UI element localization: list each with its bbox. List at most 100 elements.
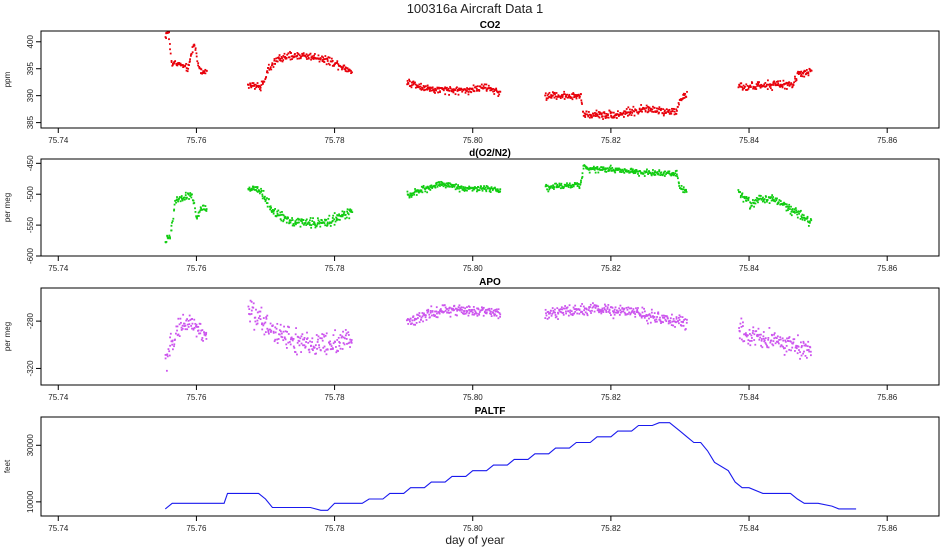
data-point bbox=[657, 311, 660, 314]
data-point bbox=[178, 323, 181, 326]
data-point bbox=[544, 308, 547, 311]
data-point bbox=[680, 98, 683, 101]
data-point bbox=[284, 338, 287, 341]
data-point bbox=[307, 54, 310, 57]
data-point bbox=[426, 86, 429, 89]
data-point bbox=[430, 186, 432, 188]
data-point bbox=[445, 182, 448, 185]
data-point bbox=[788, 203, 791, 206]
data-point bbox=[416, 313, 419, 316]
data-point bbox=[485, 88, 488, 91]
data-point bbox=[552, 92, 555, 95]
data-point bbox=[495, 314, 498, 317]
data-point bbox=[275, 60, 278, 62]
data-point bbox=[256, 82, 259, 84]
data-point bbox=[182, 313, 185, 316]
data-point bbox=[288, 221, 291, 223]
data-point bbox=[420, 316, 423, 319]
data-point bbox=[407, 323, 410, 325]
data-point bbox=[622, 310, 625, 313]
data-point bbox=[608, 169, 611, 172]
data-point bbox=[280, 213, 283, 216]
data-point bbox=[617, 310, 620, 313]
data-point bbox=[201, 329, 204, 331]
data-point bbox=[598, 167, 601, 170]
data-point bbox=[256, 319, 259, 322]
data-point bbox=[276, 342, 279, 344]
data-point bbox=[460, 88, 463, 91]
data-point bbox=[774, 200, 777, 203]
data-point bbox=[468, 185, 471, 188]
data-point bbox=[804, 343, 807, 346]
data-point bbox=[762, 199, 765, 202]
data-point bbox=[321, 219, 323, 222]
data-point bbox=[279, 323, 282, 326]
data-point bbox=[554, 93, 556, 96]
data-point bbox=[779, 85, 782, 88]
data-point bbox=[167, 236, 170, 239]
data-point bbox=[338, 341, 341, 344]
data-point bbox=[330, 57, 333, 60]
data-point bbox=[285, 57, 288, 59]
data-point bbox=[171, 220, 174, 222]
data-point bbox=[427, 87, 430, 90]
data-point bbox=[661, 316, 664, 319]
data-point bbox=[485, 190, 488, 193]
data-point bbox=[599, 309, 602, 311]
data-point bbox=[496, 189, 499, 192]
data-point bbox=[579, 305, 582, 308]
data-point bbox=[619, 304, 622, 307]
data-point bbox=[197, 329, 200, 332]
data-point bbox=[498, 93, 501, 96]
data-point bbox=[593, 304, 596, 307]
data-point bbox=[803, 71, 805, 73]
plot-frame bbox=[40, 158, 940, 257]
data-point bbox=[191, 318, 194, 320]
data-point bbox=[319, 221, 322, 224]
data-point bbox=[472, 186, 475, 189]
data-point bbox=[283, 336, 286, 339]
x-tick-label: 75.86 bbox=[877, 393, 898, 402]
data-point bbox=[249, 189, 252, 192]
data-point bbox=[294, 220, 297, 223]
data-point bbox=[477, 308, 480, 311]
data-point bbox=[348, 217, 351, 220]
data-point bbox=[316, 223, 319, 226]
data-point bbox=[345, 338, 348, 340]
data-point bbox=[475, 87, 478, 90]
data-point bbox=[279, 57, 282, 60]
data-point bbox=[612, 115, 615, 118]
data-point bbox=[282, 339, 285, 342]
data-point bbox=[757, 82, 760, 85]
data-point bbox=[287, 325, 289, 328]
data-point bbox=[614, 306, 617, 309]
data-point bbox=[800, 346, 803, 349]
data-point bbox=[421, 312, 424, 314]
data-point bbox=[464, 88, 467, 91]
data-point bbox=[427, 186, 430, 189]
data-point bbox=[183, 198, 186, 201]
data-point bbox=[494, 188, 497, 191]
data-point bbox=[796, 345, 799, 347]
data-point bbox=[625, 313, 628, 316]
data-point bbox=[259, 89, 262, 92]
data-point bbox=[557, 94, 560, 97]
data-point bbox=[591, 306, 594, 309]
data-point bbox=[594, 171, 597, 174]
data-point bbox=[342, 342, 345, 344]
data-point bbox=[658, 106, 661, 109]
data-point bbox=[771, 89, 774, 91]
data-point bbox=[749, 340, 751, 342]
data-point bbox=[784, 87, 786, 90]
data-point bbox=[798, 212, 800, 215]
data-point bbox=[764, 85, 766, 88]
data-point bbox=[328, 56, 331, 59]
data-point bbox=[567, 314, 570, 317]
data-point bbox=[195, 326, 198, 328]
data-point bbox=[317, 338, 319, 341]
data-point bbox=[269, 322, 272, 325]
data-point bbox=[549, 309, 552, 312]
data-point bbox=[337, 63, 340, 66]
data-point bbox=[479, 187, 482, 189]
data-point bbox=[562, 93, 565, 96]
